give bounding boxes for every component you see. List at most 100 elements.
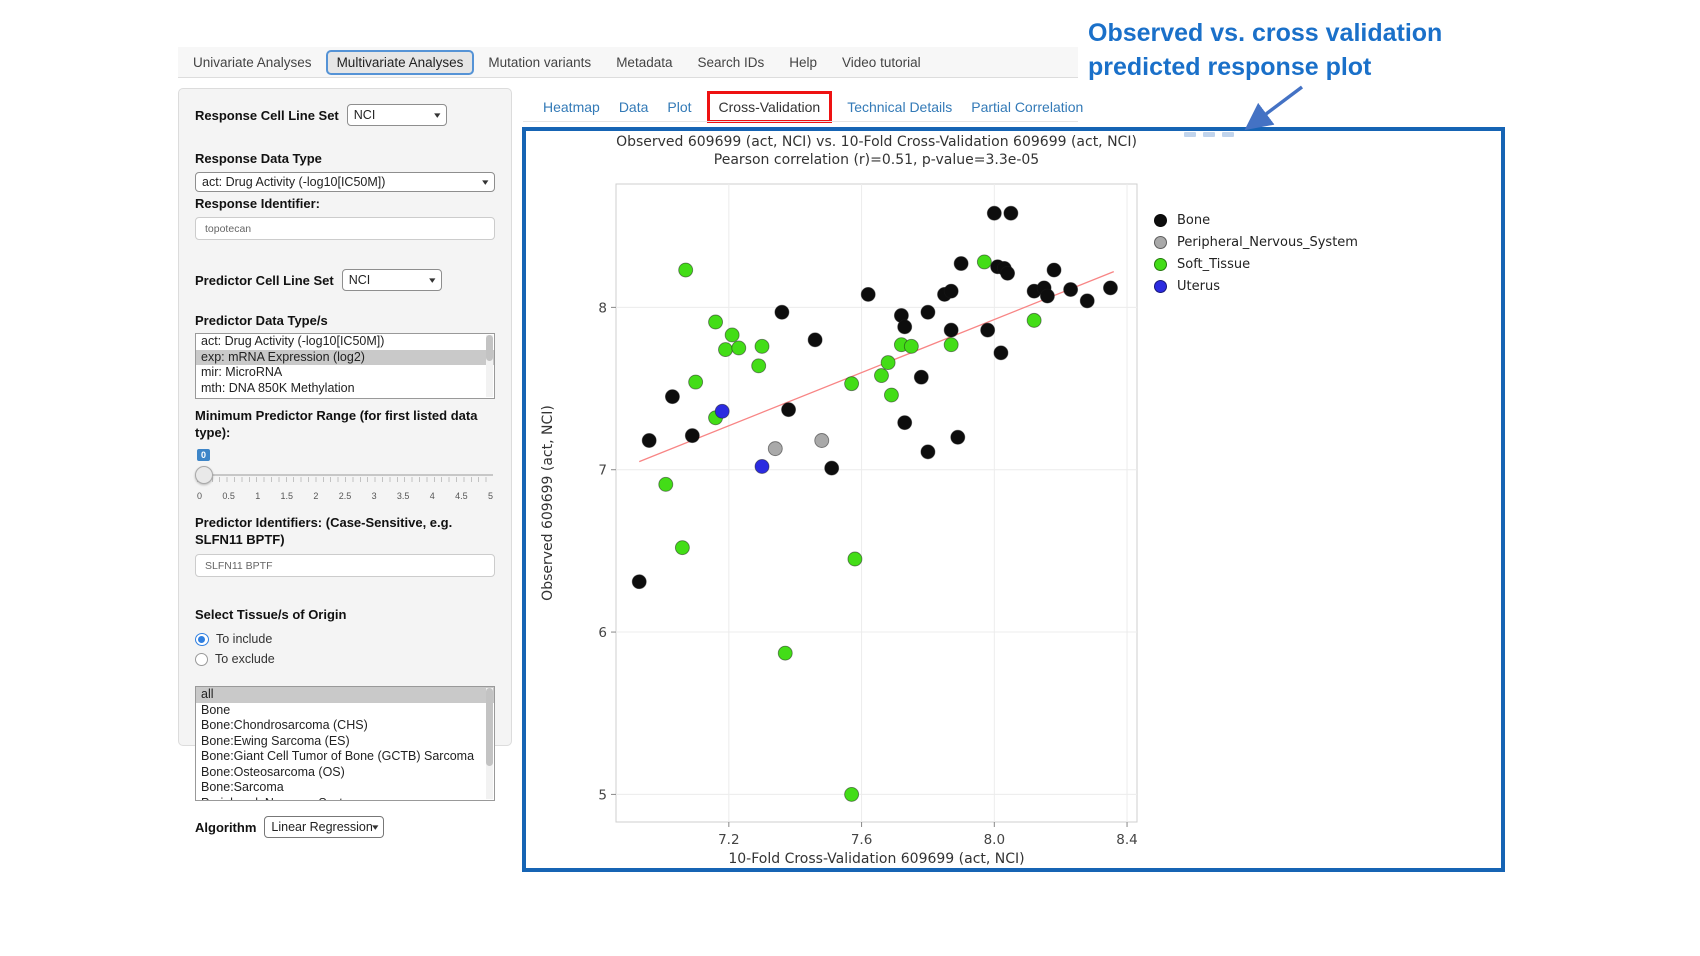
data-point-bone[interactable] bbox=[986, 205, 1002, 221]
data-point-bone[interactable] bbox=[920, 304, 936, 320]
data-point-soft-tissue[interactable] bbox=[678, 262, 694, 278]
modebar-icon[interactable] bbox=[1222, 132, 1234, 137]
response-identifier-input[interactable] bbox=[195, 217, 495, 240]
legend-item-uterus[interactable]: Uterus bbox=[1154, 275, 1358, 297]
algorithm-select[interactable]: Linear Regression ▾ bbox=[264, 816, 385, 838]
data-point-bone[interactable] bbox=[943, 322, 959, 338]
data-point-soft-tissue[interactable] bbox=[874, 368, 889, 384]
nav-tab-mutation-variants[interactable]: Mutation variants bbox=[488, 54, 592, 70]
data-point-soft-tissue[interactable] bbox=[731, 340, 747, 356]
tab-partial-correlation[interactable]: Partial Correlation bbox=[971, 99, 1084, 115]
data-point-bone[interactable] bbox=[993, 345, 1009, 361]
data-point-soft-tissue[interactable] bbox=[688, 374, 704, 390]
data-point-uterus[interactable] bbox=[714, 403, 730, 419]
radio-button-icon[interactable] bbox=[195, 632, 209, 646]
data-point-soft-tissue[interactable] bbox=[847, 551, 863, 567]
nav-tab-video-tutorial[interactable]: Video tutorial bbox=[842, 54, 921, 70]
tissue-origin-listbox[interactable]: all Bone Bone:Chondrosarcoma (CHS) Bone:Ewi… bbox=[195, 686, 495, 801]
data-point-bone[interactable] bbox=[631, 574, 647, 590]
data-point-bone[interactable] bbox=[781, 402, 797, 418]
data-point-peripheral-nervous-system[interactable] bbox=[767, 441, 783, 457]
legend-item-peripheral-nervous-system[interactable]: Peripheral_Nervous_System bbox=[1154, 231, 1358, 253]
data-point-soft-tissue[interactable] bbox=[751, 358, 767, 374]
data-point-bone[interactable] bbox=[950, 429, 966, 445]
tab-data[interactable]: Data bbox=[618, 99, 649, 115]
tissue-option[interactable]: all bbox=[196, 687, 494, 703]
tab-technical-details[interactable]: Technical Details bbox=[847, 99, 953, 115]
data-point-bone[interactable] bbox=[1003, 205, 1019, 221]
data-point-uterus[interactable] bbox=[754, 459, 770, 474]
radio-to-exclude[interactable]: To exclude bbox=[195, 649, 495, 669]
predictor-identifiers-input[interactable] bbox=[195, 554, 495, 577]
data-point-bone[interactable] bbox=[953, 256, 969, 271]
scrollbar[interactable] bbox=[486, 335, 493, 397]
data-point-soft-tissue[interactable] bbox=[1026, 312, 1042, 328]
modebar-icon[interactable] bbox=[1203, 132, 1215, 137]
data-point-soft-tissue[interactable] bbox=[883, 387, 899, 403]
scrollbar-thumb[interactable] bbox=[486, 688, 493, 766]
predictor-data-type-option[interactable]: mir: MicroRNA bbox=[201, 365, 283, 379]
data-point-soft-tissue[interactable] bbox=[844, 376, 860, 392]
data-point-soft-tissue[interactable] bbox=[976, 254, 992, 270]
data-point-soft-tissue[interactable] bbox=[708, 314, 724, 330]
data-point-bone[interactable] bbox=[774, 304, 790, 320]
tab-plot[interactable]: Plot bbox=[667, 99, 692, 115]
tissue-option[interactable]: Bone:Giant Cell Tumor of Bone (GCTB) Sar… bbox=[201, 749, 475, 763]
data-point-soft-tissue[interactable] bbox=[777, 645, 793, 661]
nav-tab-metadata[interactable]: Metadata bbox=[616, 54, 673, 70]
radio-button-icon[interactable] bbox=[195, 652, 208, 666]
response-cell-line-set-select[interactable]: NCI ▾ bbox=[346, 104, 447, 126]
tab-heatmap[interactable]: Heatmap bbox=[543, 99, 600, 115]
data-point-peripheral-nervous-system[interactable] bbox=[814, 433, 830, 448]
nav-tab-univariate-analyses[interactable]: Univariate Analyses bbox=[193, 54, 312, 70]
data-point-soft-tissue[interactable] bbox=[754, 338, 770, 354]
nav-tab-multivariate-analyses[interactable]: Multivariate Analyses bbox=[325, 49, 475, 75]
data-point-bone[interactable] bbox=[1103, 280, 1118, 296]
data-point-bone[interactable] bbox=[920, 444, 936, 460]
data-point-bone[interactable] bbox=[1046, 262, 1062, 278]
modebar-icon[interactable] bbox=[1184, 132, 1196, 137]
nav-tab-help[interactable]: Help bbox=[789, 54, 818, 70]
scrollbar[interactable] bbox=[486, 688, 493, 799]
tissue-option[interactable]: Bone:Ewing Sarcoma (ES) bbox=[201, 733, 350, 748]
slider-track[interactable] bbox=[195, 465, 495, 485]
predictor-data-type-option[interactable]: exp: mRNA Expression (log2) bbox=[196, 349, 494, 365]
legend-item-soft-tissue[interactable]: Soft_Tissue bbox=[1154, 253, 1358, 275]
legend-item-bone[interactable]: Bone bbox=[1154, 209, 1358, 231]
predictor-cell-line-set-select[interactable]: NCI ▾ bbox=[341, 269, 442, 291]
data-point-bone[interactable] bbox=[641, 433, 657, 448]
data-point-soft-tissue[interactable] bbox=[903, 338, 919, 354]
data-point-bone[interactable] bbox=[824, 460, 840, 476]
tissue-option[interactable]: Bone:Sarcoma bbox=[201, 780, 284, 794]
data-point-bone[interactable] bbox=[1063, 282, 1079, 297]
tissue-option[interactable]: Bone:Chondrosarcoma (CHS) bbox=[201, 718, 368, 732]
response-data-type-select[interactable]: act: Drug Activity (-log10[IC50M]) ▾ bbox=[195, 172, 495, 192]
nav-tab-search-ids[interactable]: Search IDs bbox=[697, 54, 765, 70]
data-point-bone[interactable] bbox=[897, 319, 913, 335]
tissue-option[interactable]: Peripheral_Nervous_System bbox=[196, 796, 494, 801]
data-point-soft-tissue[interactable] bbox=[724, 327, 740, 343]
data-point-soft-tissue[interactable] bbox=[880, 355, 896, 371]
data-point-bone[interactable] bbox=[664, 389, 680, 405]
radio-to-include[interactable]: To include bbox=[195, 629, 495, 649]
plot-area[interactable] bbox=[615, 183, 1138, 823]
data-point-soft-tissue[interactable] bbox=[943, 337, 959, 353]
data-point-bone[interactable] bbox=[913, 369, 929, 385]
data-point-soft-tissue[interactable] bbox=[844, 786, 860, 802]
data-point-bone[interactable] bbox=[1079, 293, 1095, 309]
data-point-soft-tissue[interactable] bbox=[658, 476, 674, 492]
data-point-bone[interactable] bbox=[684, 428, 700, 444]
data-point-bone[interactable] bbox=[807, 332, 823, 348]
data-point-soft-tissue[interactable] bbox=[718, 342, 733, 358]
predictor-data-type-option[interactable]: act: Drug Activity (-log10[IC50M]) bbox=[201, 334, 385, 348]
data-point-bone[interactable] bbox=[860, 286, 876, 302]
plotly-modebar[interactable] bbox=[1184, 132, 1234, 137]
predictor-data-type-option[interactable]: mth: DNA 850K Methylation bbox=[201, 380, 355, 395]
slider-handle[interactable] bbox=[195, 466, 213, 484]
scrollbar-thumb[interactable] bbox=[486, 335, 493, 361]
data-point-bone[interactable] bbox=[980, 322, 996, 338]
data-point-bone[interactable] bbox=[1000, 265, 1016, 281]
data-point-bone[interactable] bbox=[897, 415, 913, 431]
data-point-soft-tissue[interactable] bbox=[674, 540, 690, 556]
tab-cross-validation[interactable]: Cross-Validation bbox=[706, 91, 833, 123]
